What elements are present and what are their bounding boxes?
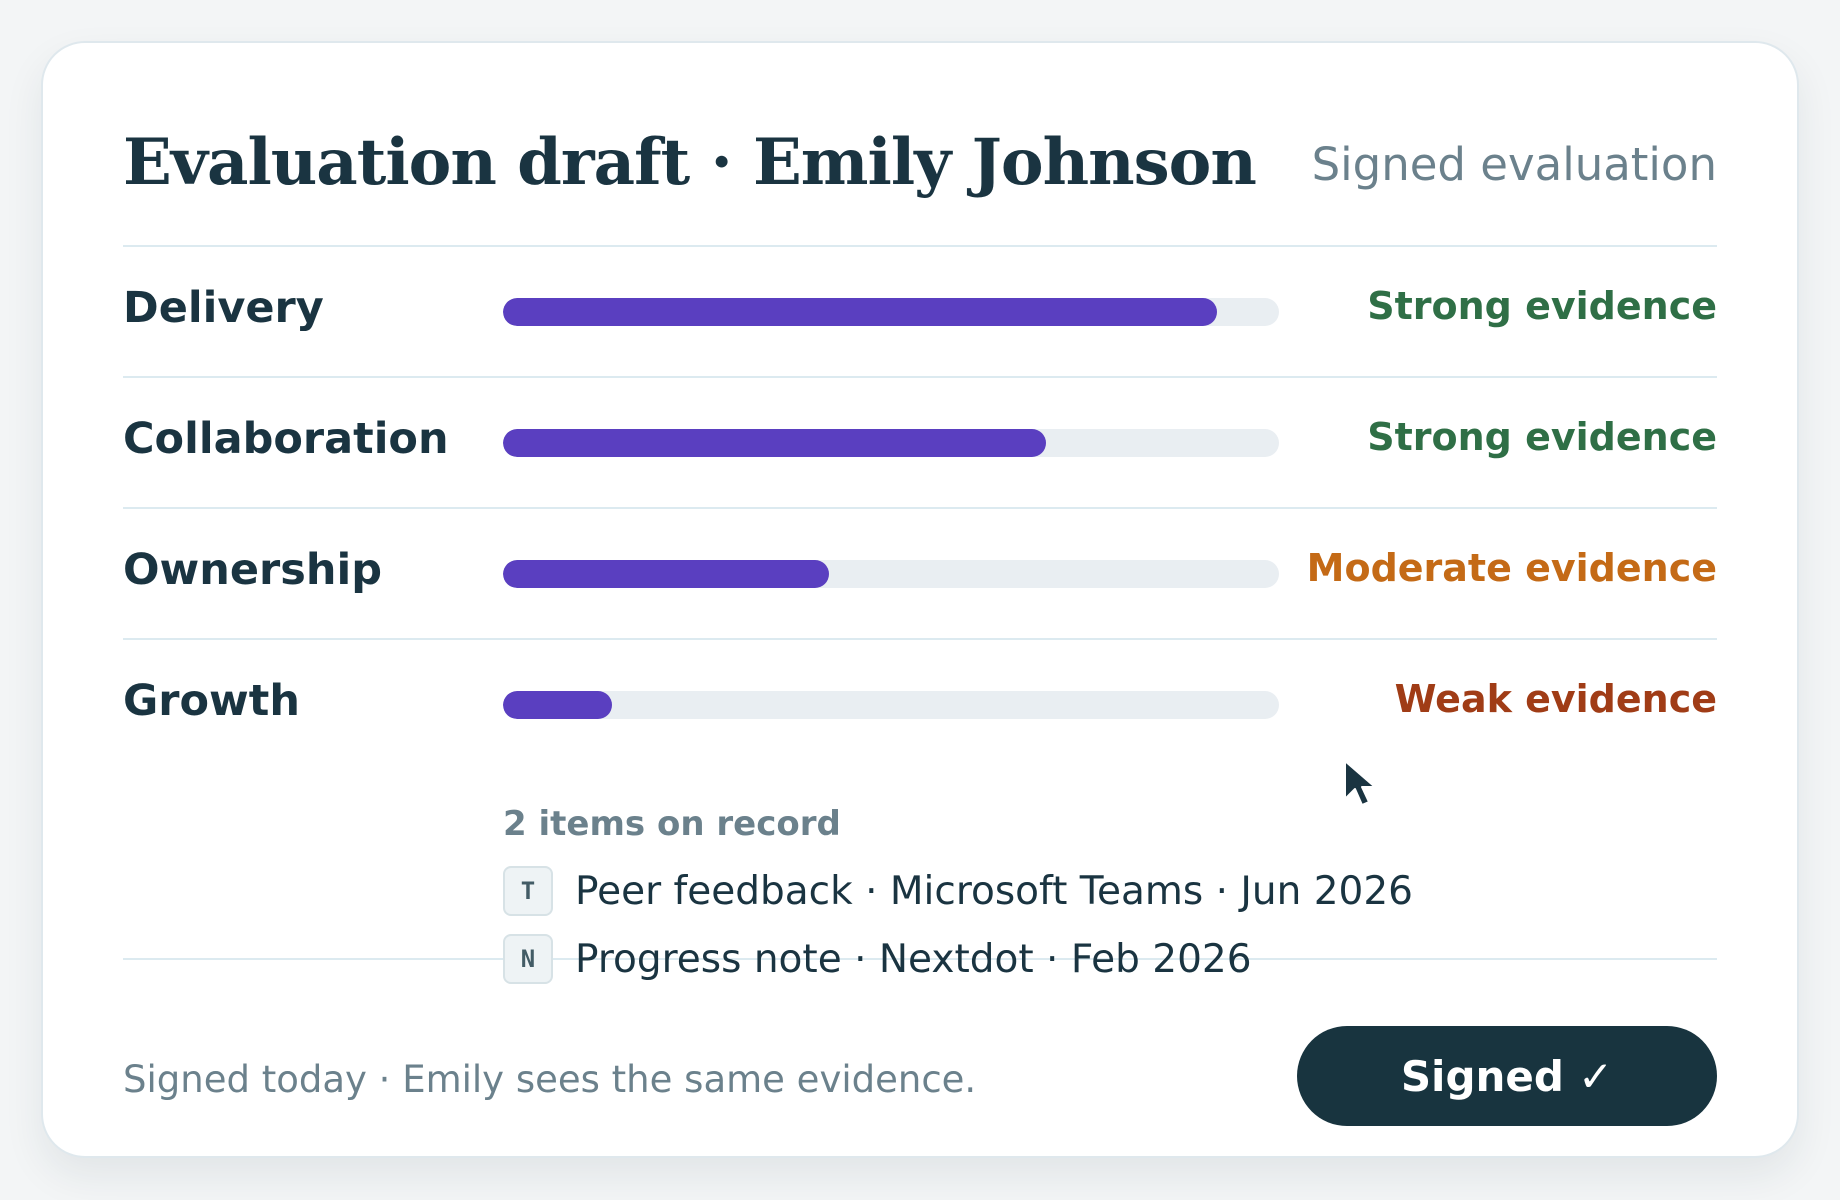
nextdot-source-icon: N — [503, 934, 553, 984]
evidence-row-growth[interactable]: Growth Weak evidence 2 items on record T… — [123, 640, 1717, 984]
competency-label: Growth — [123, 676, 300, 726]
evidence-bar-fill — [503, 560, 829, 588]
record-title: Progress note · Nextdot · Feb 2026 — [575, 936, 1252, 982]
record-item[interactable]: N Progress note · Nextdot · Feb 2026 — [503, 934, 1413, 984]
evidence-strength: Strong evidence — [1367, 415, 1717, 459]
evidence-strength: Weak evidence — [1394, 677, 1717, 721]
evidence-bar-track — [503, 691, 1279, 719]
growth-evidence-details: 2 items on record T Peer feedback · Micr… — [503, 804, 1413, 984]
evidence-bar-track — [503, 560, 1279, 588]
competency-label: Ownership — [123, 545, 382, 595]
page-title: Evaluation draft · Emily Johnson — [123, 124, 1257, 200]
card-footer: Signed today · Emily sees the same evide… — [123, 1026, 1717, 1129]
evidence-bar-track — [503, 429, 1279, 457]
check-icon: ✓ — [1577, 1051, 1614, 1101]
signed-button[interactable]: Signed ✓ — [1297, 1026, 1717, 1126]
evidence-strength: Moderate evidence — [1306, 546, 1717, 590]
evaluation-status: Signed evaluation — [1311, 137, 1717, 191]
evidence-bar-fill — [503, 429, 1047, 457]
signed-button-label: Signed — [1400, 1051, 1564, 1101]
evidence-list: Delivery Strong evidence Collaboration S… — [123, 247, 1717, 984]
card-header: Evaluation draft · Emily Johnson Signed … — [123, 107, 1717, 247]
records-count: 2 items on record — [503, 804, 841, 844]
evaluation-card: Evaluation draft · Emily Johnson Signed … — [41, 41, 1799, 1158]
mouse-pointer-icon — [1344, 760, 1376, 806]
competency-label: Delivery — [123, 283, 324, 333]
evidence-row-delivery[interactable]: Delivery Strong evidence — [123, 247, 1717, 378]
evidence-row-ownership[interactable]: Ownership Moderate evidence — [123, 509, 1717, 640]
record-item[interactable]: T Peer feedback · Microsoft Teams · Jun … — [503, 866, 1413, 916]
evidence-strength: Strong evidence — [1367, 284, 1717, 328]
teams-source-icon: T — [503, 866, 553, 916]
record-title: Peer feedback · Microsoft Teams · Jun 20… — [575, 868, 1413, 914]
evidence-row-collaboration[interactable]: Collaboration Strong evidence — [123, 378, 1717, 509]
evidence-bar-fill — [503, 298, 1217, 326]
evidence-bar-fill — [503, 691, 612, 719]
evidence-bar-track — [503, 298, 1279, 326]
competency-label: Collaboration — [123, 414, 449, 464]
signature-note: Signed today · Emily sees the same evide… — [123, 1057, 977, 1101]
